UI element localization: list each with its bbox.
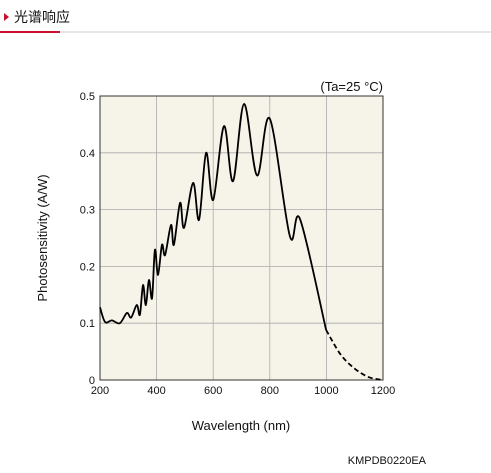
header-marker bbox=[4, 13, 9, 21]
plot-area bbox=[100, 96, 383, 380]
x-tick-label: 600 bbox=[204, 385, 222, 397]
x-axis-label: Wavelength (nm) bbox=[192, 418, 291, 433]
y-tick-label: 0.1 bbox=[80, 318, 95, 330]
spectral-curve bbox=[99, 103, 327, 331]
x-tick-label: 1200 bbox=[371, 385, 395, 397]
plot-frame bbox=[99, 95, 384, 381]
y-tick-label: 0.4 bbox=[80, 148, 95, 160]
y-tick-label: 0.5 bbox=[80, 91, 95, 103]
header-title: 光谱响应 bbox=[14, 9, 70, 25]
y-tick-label: 0.3 bbox=[80, 205, 95, 217]
y-tick-label: 0 bbox=[89, 375, 95, 387]
x-tick-label: 200 bbox=[91, 385, 109, 397]
x-tick-label: 800 bbox=[261, 385, 279, 397]
x-tick-label: 400 bbox=[147, 385, 165, 397]
annotation: (Ta=25 °C) bbox=[320, 79, 383, 94]
y-tick-label: 0.2 bbox=[80, 261, 95, 273]
figure-code: KMPDB0220EA bbox=[348, 455, 427, 467]
y-axis-label: Photosensitivity (A/W) bbox=[35, 174, 50, 301]
x-tick-label: 1000 bbox=[314, 385, 338, 397]
spectral-curve bbox=[325, 329, 384, 381]
